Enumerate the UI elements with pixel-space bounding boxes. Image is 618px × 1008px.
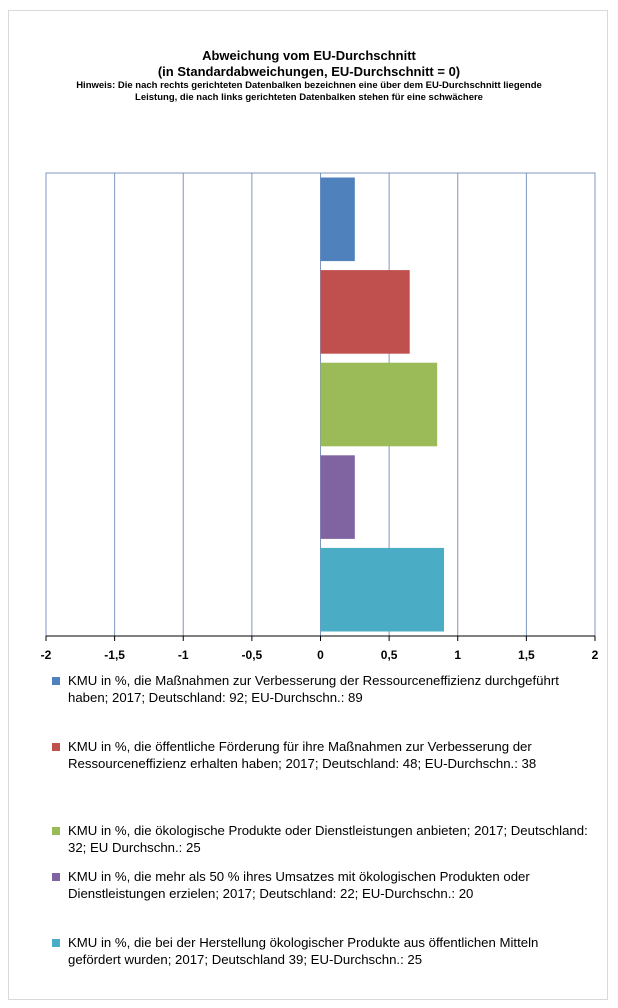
- x-tick-label: -2: [41, 648, 52, 662]
- x-tick-labels: -2 -1,5 -1 -0,5 0 0,5 1 1,5 2: [41, 648, 599, 662]
- bars: [320, 177, 445, 632]
- legend-swatch: [52, 743, 60, 751]
- legend-item: KMU in %, die bei der Herstellung ökolog…: [52, 934, 592, 968]
- x-tick-label: 0: [317, 648, 324, 662]
- chart-title: Abweichung vom EU-Durchschnitt: [202, 48, 416, 63]
- x-tick-label: -1: [178, 648, 189, 662]
- chart-subtitle: (in Standardabweichungen, EU-Durchschnit…: [157, 64, 461, 79]
- legend-swatch: [52, 827, 60, 835]
- chart-title-block: Abweichung vom EU-Durchschnitt (in Stand…: [0, 48, 618, 104]
- legend-item: KMU in %, die mehr als 50 % ihres Umsatz…: [52, 868, 592, 902]
- legend-swatch: [52, 939, 60, 947]
- legend-label: KMU in %, die ökologische Produkte oder …: [68, 823, 588, 855]
- bar: [320, 362, 438, 447]
- legend-swatch: [52, 677, 60, 685]
- bar-chart: -2 -1,5 -1 -0,5 0 0,5 1 1,5 2: [41, 172, 599, 662]
- legend-item: KMU in %, die öffentliche Förderung für …: [52, 738, 592, 772]
- x-tick-label: 1,5: [518, 648, 535, 662]
- legend-item: KMU in %, die Maßnahmen zur Verbesserung…: [52, 672, 592, 706]
- legend-label: KMU in %, die öffentliche Förderung für …: [68, 739, 537, 771]
- bar: [320, 177, 355, 262]
- x-tick-label: -1,5: [104, 648, 125, 662]
- x-tick-label: -0,5: [242, 648, 263, 662]
- bar: [320, 455, 355, 539]
- chart-frame: [8, 10, 608, 1000]
- x-tick-label: 1: [454, 648, 461, 662]
- x-tick-label: 2: [592, 648, 599, 662]
- bar: [320, 270, 410, 354]
- x-tick-label: 0,5: [381, 648, 398, 662]
- legend-label: KMU in %, die bei der Herstellung ökolog…: [68, 935, 539, 967]
- x-axis: [45, 635, 596, 641]
- chart-note: Hinweis: Die nach rechts gerichteten Dat…: [76, 80, 542, 103]
- legend-swatch: [52, 873, 60, 881]
- bar: [320, 547, 445, 632]
- legend-item: KMU in %, die ökologische Produkte oder …: [52, 822, 592, 856]
- legend-label: KMU in %, die mehr als 50 % ihres Umsatz…: [68, 869, 530, 901]
- legend-label: KMU in %, die Maßnahmen zur Verbesserung…: [68, 673, 559, 705]
